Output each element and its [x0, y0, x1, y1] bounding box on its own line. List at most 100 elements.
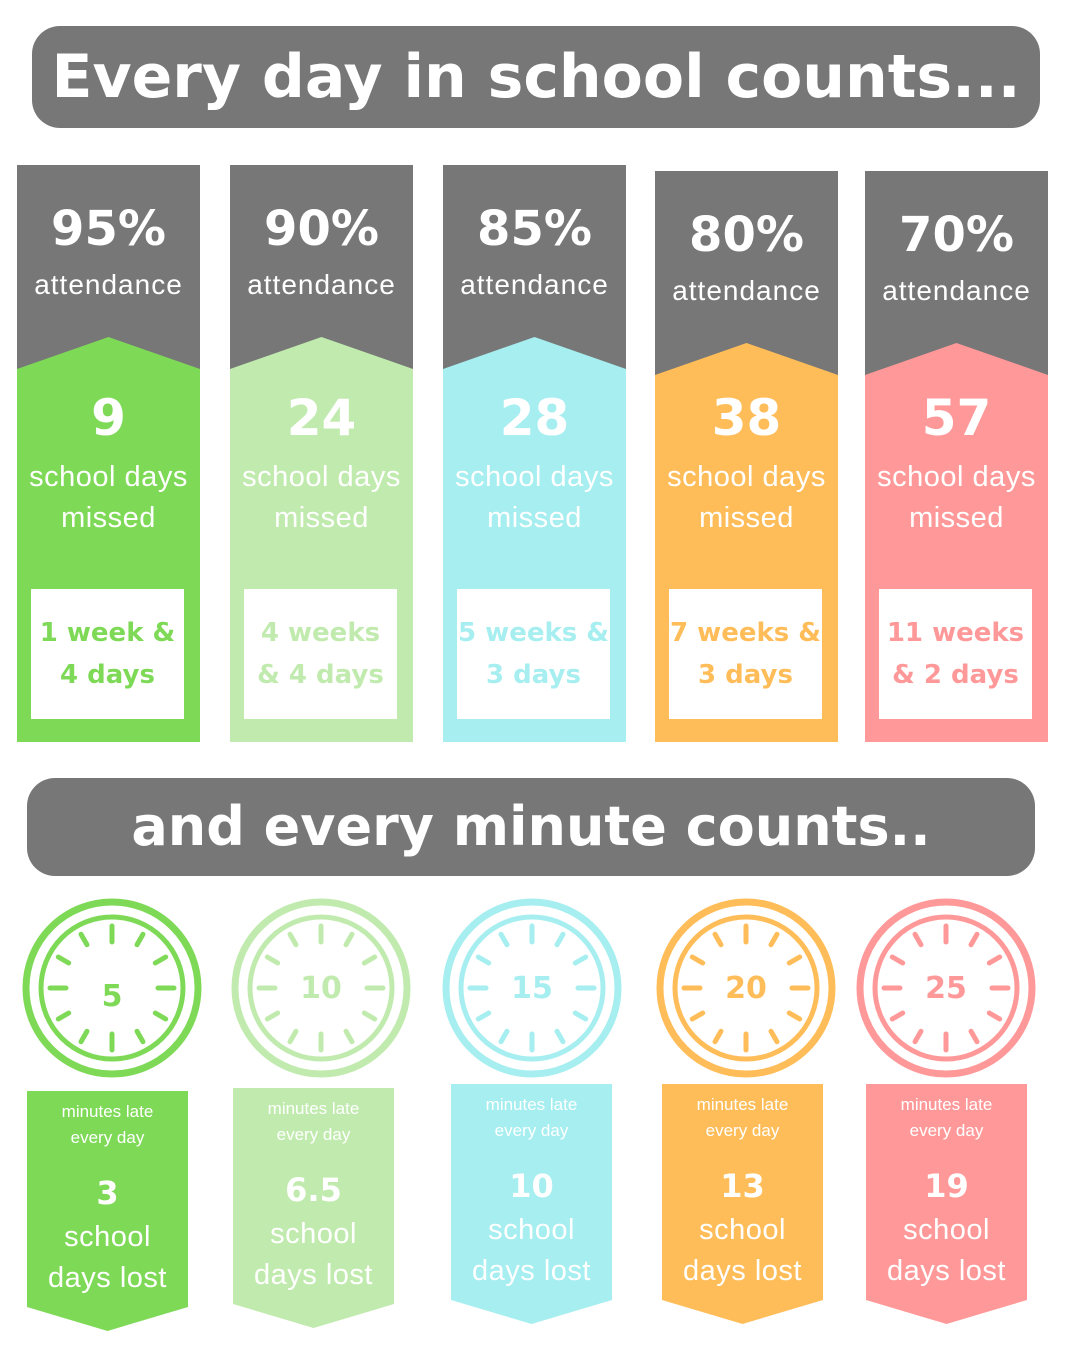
- late-line-1: minutes late: [267, 1099, 360, 1118]
- clock-tick: [712, 1028, 724, 1045]
- late-tag-25: minutes late every day 19 school days lost: [866, 1084, 1027, 1324]
- late-line-1: minutes late: [61, 1102, 154, 1121]
- late-tag-10: minutes late every day 6.5 school days los…: [233, 1088, 394, 1328]
- clock-tick: [475, 1010, 492, 1022]
- clock-icon: 15: [442, 898, 622, 1078]
- days-lost-label: school days lost: [27, 1217, 188, 1299]
- tag-arrow-shape: [662, 1084, 823, 1324]
- attendance-label: attendance: [34, 269, 183, 300]
- clock-tick: [361, 1010, 378, 1022]
- days-lost-number: 3: [96, 1174, 119, 1212]
- days-lost-label: school days lost: [233, 1214, 394, 1296]
- clock-tick: [361, 954, 378, 966]
- clock-tick: [498, 1028, 510, 1045]
- clock-face: [22, 898, 202, 1078]
- clock-tick: [786, 954, 803, 966]
- weeks-line-2: & 2 days: [892, 660, 1019, 690]
- late-line-2: every day: [909, 1121, 984, 1140]
- clock-outer-ring: [22, 898, 202, 1078]
- clock-face: [856, 898, 1036, 1078]
- weeks-line-1: 1 week &: [39, 618, 176, 648]
- days-lost-label: school days lost: [662, 1210, 823, 1292]
- days-missed-number: 9: [91, 389, 126, 447]
- clock-tick: [689, 954, 706, 966]
- clock-tick: [475, 954, 492, 966]
- minutes-late-label: minutes late every day: [233, 1096, 394, 1148]
- lost-line-2: days lost: [254, 1259, 373, 1291]
- attendance-column-80: 80% attendance 38 school days missed 7 we…: [655, 171, 838, 742]
- attendance-label: attendance: [882, 275, 1031, 306]
- days-label-line-1: school days: [242, 461, 401, 493]
- clock-outer-ring: [856, 898, 1036, 1078]
- clock-minutes: 20: [725, 970, 767, 1006]
- clock-tick: [712, 931, 724, 948]
- days-missed-label: school days missed: [230, 457, 413, 539]
- lost-line-1: school: [64, 1221, 151, 1253]
- minutes-late-label: minutes late every day: [27, 1099, 188, 1151]
- days-label-line-2: missed: [699, 502, 794, 534]
- late-line-1: minutes late: [900, 1095, 993, 1114]
- clock-tick: [572, 1010, 589, 1022]
- late-line-1: minutes late: [696, 1095, 789, 1114]
- days-missed-number: 38: [711, 389, 782, 447]
- clock-tick: [768, 931, 780, 948]
- days-missed-label: school days missed: [443, 457, 626, 539]
- tag-arrow-shape: [866, 1084, 1027, 1324]
- late-line-2: every day: [705, 1121, 780, 1140]
- clock-face: [442, 898, 622, 1078]
- tag-arrow-shape: [451, 1084, 612, 1324]
- attendance-label: attendance: [247, 269, 396, 300]
- days-label-line-2: missed: [909, 502, 1004, 534]
- lost-line-1: school: [699, 1214, 786, 1246]
- clock-tick: [554, 931, 566, 948]
- clock-tick: [968, 931, 980, 948]
- clock-tick: [912, 1028, 924, 1045]
- clock-tick: [986, 954, 1003, 966]
- days-label-line-2: missed: [274, 502, 369, 534]
- weeks-line-2: 3 days: [486, 660, 581, 690]
- clock-inner-ring: [672, 914, 820, 1062]
- days-missed-number: 28: [499, 389, 570, 447]
- headline: Every day in school counts...: [51, 42, 1021, 112]
- weeks-line-2: 3 days: [698, 660, 793, 690]
- weeks-line-1: 11 weeks: [886, 618, 1025, 648]
- clock-icon: 5: [22, 898, 202, 1078]
- weeks-box: 11 weeks & 2 days: [879, 589, 1032, 719]
- attendance-column-70: 70% attendance 57 school days missed 11 w…: [865, 171, 1048, 742]
- days-missed-label: school days missed: [655, 457, 838, 539]
- days-label-line-2: missed: [61, 502, 156, 534]
- days-lost-label: school days lost: [451, 1210, 612, 1292]
- days-lost-label: school days lost: [866, 1210, 1027, 1292]
- clock-tick: [287, 931, 299, 948]
- days-label-line-2: missed: [487, 502, 582, 534]
- minutes-late-label: minutes late every day: [451, 1092, 612, 1144]
- clock-tick: [287, 1028, 299, 1045]
- days-label-line-1: school days: [455, 461, 614, 493]
- lost-line-2: days lost: [472, 1255, 591, 1287]
- column-header-arrow: [443, 165, 626, 369]
- days-missed-number: 57: [921, 389, 992, 447]
- clock-tick: [889, 954, 906, 966]
- days-missed-label: school days missed: [865, 457, 1048, 539]
- attendance-column-90: 90% attendance 24 school days missed 4 we…: [230, 165, 413, 742]
- clock-tick: [343, 931, 355, 948]
- clock-icon: 25: [856, 898, 1036, 1078]
- clock-tick: [152, 954, 169, 966]
- headline-banner: Every day in school counts...: [32, 26, 1040, 128]
- tag-arrow-shape: [233, 1088, 394, 1328]
- attendance-percent: 85%: [477, 201, 592, 257]
- column-header-arrow: [230, 165, 413, 369]
- attendance-column-85: 85% attendance 28 school days missed 5 we…: [443, 165, 626, 742]
- attendance-percent: 70%: [899, 207, 1014, 263]
- late-tag-20: minutes late every day 13 school days lost: [662, 1084, 823, 1324]
- clock-icon: 20: [656, 898, 836, 1078]
- lost-line-1: school: [488, 1214, 575, 1246]
- attendance-column-95: 95% attendance 9 school days missed 1 wee…: [17, 165, 200, 742]
- weeks-box: 1 week & 4 days: [31, 589, 184, 719]
- clock-tick: [572, 954, 589, 966]
- clock-minutes: 25: [925, 970, 967, 1006]
- weeks-line-2: & 4 days: [257, 660, 384, 690]
- clock-tick: [264, 954, 281, 966]
- clock-face: [656, 898, 836, 1078]
- clock-tick: [78, 931, 90, 948]
